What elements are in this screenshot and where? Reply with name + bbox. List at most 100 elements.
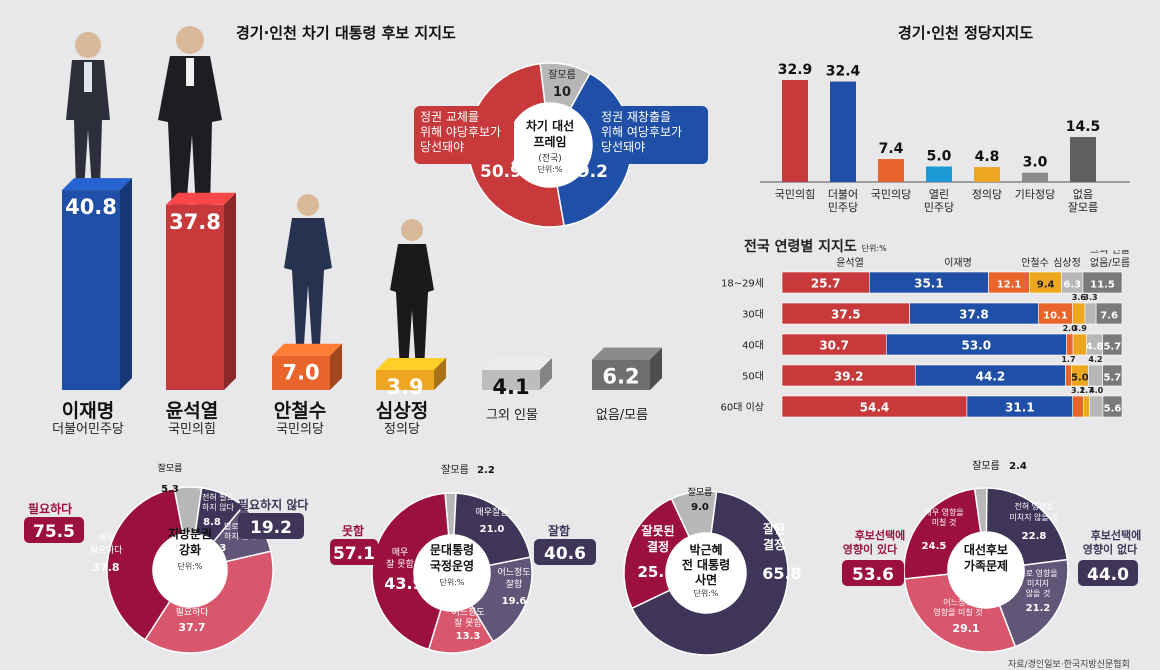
age-val-1-6: 11.5 [1090,280,1115,291]
frame-center-title-1: 차기 대선 [526,118,574,133]
candidate-pillar-5 [482,369,540,390]
donut4-s1: 잘모름 [972,460,1000,472]
donut2-sumR-label: 잘함 [548,523,570,538]
age-row-label-1: 18~29세 [721,278,764,290]
donut2-v2: 21.0 [480,524,505,535]
age-val-2-1: 37.5 [831,308,861,322]
donut4-center [948,532,1024,608]
party-value-4: 5.0 [927,149,952,165]
candidate-pillar-2 [166,204,224,390]
party-bar-2 [830,81,856,182]
donut4-sumR-box [1078,560,1138,586]
age-val-1-5: 6.3 [1063,280,1081,291]
person-silhouette-2 [158,26,222,210]
donut4-sumR-value: 44.0 [1087,565,1129,585]
donut3-sumL-b: 결정 [647,539,669,554]
party-bar-4 [926,166,952,182]
donut4-v2: 22.8 [1022,531,1047,542]
party-bar-3 [878,159,904,182]
donut2-center-2: 국정운영 [430,558,474,573]
party-label-5-1: 정의당 [972,188,1002,201]
candidate-pillars [66,26,434,370]
donut3-sumR-value: 65.8 [762,564,801,583]
frame-ruling-box [596,106,708,164]
donut4-v3: 21.2 [1026,603,1051,614]
party-chart-title: 경기·인천 정당지지도 [898,24,1034,42]
donut3-sumR-a: 잘된 [763,521,785,536]
donut1-center [153,533,227,607]
party-value-3: 7.4 [879,141,904,157]
donut1-sumR-box [238,513,304,539]
donut2-center-1: 문대통령 [430,542,474,557]
age-legend-3: 안철수 [1021,257,1049,269]
donut2-sumR-value: 40.6 [544,544,586,564]
age-val-5-3: 3.2 [1071,386,1085,395]
age-seg-5-3 [1072,395,1084,418]
candidate-name-3: 안철수 [273,400,327,422]
age-seg-2-6 [1095,302,1123,325]
party-label-1-1: 국민의힘 [775,188,815,201]
age-seg-5-5 [1089,395,1104,418]
candidate-pillar-side-2 [224,192,236,390]
candidate-name-1: 이재명 [61,400,115,422]
donut2-center [414,535,490,611]
donut2-s4b: 잘 못함 [454,617,482,629]
donut2-v1: 2.2 [477,465,495,476]
party-value-6: 3.0 [1023,155,1048,171]
donut1-v4: 37.7 [178,621,205,634]
donut1-s2b: 하지 않다 [202,502,235,512]
age-val-1-1: 25.7 [811,277,841,291]
donut1-v3: 10.3 [202,543,227,554]
age-val-5-1: 54.4 [860,401,890,415]
donut2-s4a: 어느정도 [451,607,484,618]
donut1-sumR-label: 필요하지 않다 [238,497,308,512]
frame-slice-opposition [467,62,566,228]
donut1-sumL-value: 75.5 [33,522,75,542]
candidate-party-4: 정의당 [384,422,420,437]
age-val-3-4: 3.9 [1073,324,1088,333]
candidate-name-4: 심상정 [375,400,429,422]
frame-opposition-value: 50.9 [480,162,522,182]
donut4-s3b: 미치지 [1027,579,1049,588]
donut1-sumR-value: 19.2 [250,518,292,538]
donut1-s5a: 매우 [98,533,115,544]
donut1-s5b: 필요하다 [89,544,123,556]
donut4-s4a: 어느정도 [943,597,972,607]
frame-ruling-label: 정권 재창출을 위해 여당후보가 당선돼야 [601,110,683,154]
age-seg-1-6 [1082,271,1123,294]
party-bar-1 [782,80,808,182]
age-seg-3-3 [1065,333,1074,356]
candidate-party-2: 국민의힘 [168,422,216,437]
age-val-1-2: 35.1 [914,277,944,291]
donut1-sumL-label: 필요하다 [28,501,72,516]
age-val-5-2: 31.1 [1005,401,1035,415]
frame-unit: 단위:% [537,164,562,174]
donut3-s1: 잘모름 [688,486,713,498]
age-legend-2: 이재명 [944,257,972,269]
donut3-v1: 9.0 [691,502,709,513]
source-note: 자료/경인일보·한국지방신문협회 [1008,660,1130,670]
age-seg-5-6 [1102,395,1123,418]
candidates-title: 경기·인천 차기 대통령 후보 지지도 [236,24,456,42]
age-seg-4-5 [1088,364,1103,387]
age-row-label-5: 60대 이상 [720,402,764,414]
candidate-value-1: 40.8 [65,195,117,219]
donut4-s4b: 영향을 미칠 것 [933,607,982,617]
party-bar-7 [1070,137,1096,182]
frame-unknown-value: 10 [553,85,571,100]
donut4-v5: 24.5 [922,541,947,552]
donut1-center-2: 강화 [179,542,201,557]
candidate-pillar-top-6 [592,347,662,360]
donut3-center-2: 전 대통령 [682,557,730,572]
age-val-4-1: 39.2 [834,370,864,384]
person-silhouette-1 [66,32,110,190]
age-val-1-3: 12.1 [997,280,1022,291]
candidate-pillar-6 [592,359,650,390]
candidate-pillar-3 [272,355,330,390]
age-val-4-4: 5.0 [1071,373,1089,384]
candidate-pillar-side-5 [540,357,552,390]
candidate-value-3: 7.0 [282,361,319,385]
age-legend-4: 심상정 [1053,257,1081,269]
